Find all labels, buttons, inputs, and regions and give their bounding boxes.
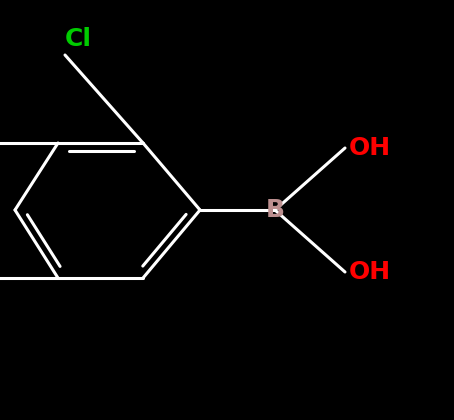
Text: OH: OH	[349, 260, 391, 284]
Text: Cl: Cl	[65, 27, 92, 51]
Text: OH: OH	[349, 136, 391, 160]
Text: B: B	[266, 198, 285, 222]
